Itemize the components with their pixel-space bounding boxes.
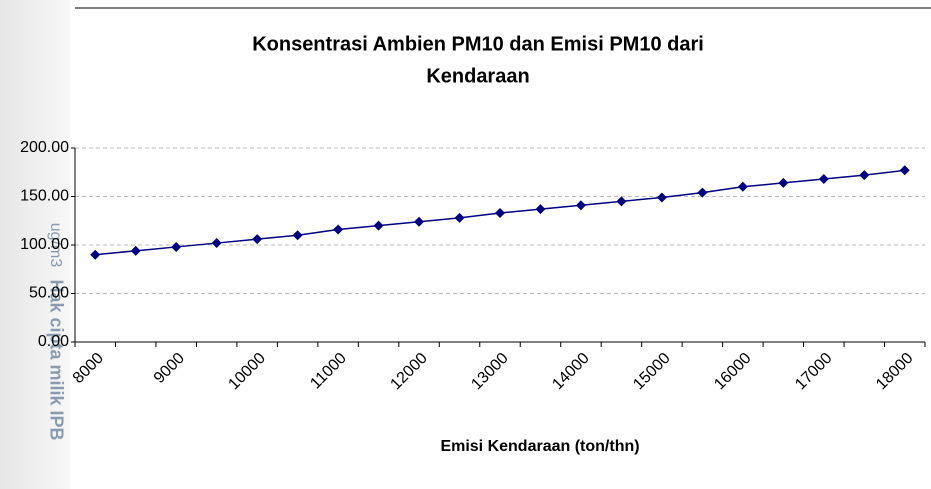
y-tick-label: 50.00	[29, 285, 69, 302]
marker	[697, 187, 708, 198]
marker	[454, 212, 465, 223]
y-tick-label: 100.00	[20, 236, 69, 253]
chart-title: Kendaraan	[426, 65, 529, 87]
x-tick-label: 9000	[151, 350, 188, 387]
watermark-strip	[0, 0, 70, 489]
marker	[130, 245, 141, 256]
y-tick-label: 0.00	[38, 333, 69, 350]
x-tick-label: 16000	[711, 350, 755, 394]
marker	[90, 249, 101, 260]
marker	[535, 204, 546, 215]
marker	[899, 165, 910, 176]
watermark: Hak cipta milik IPB	[46, 279, 66, 440]
marker	[373, 220, 384, 231]
x-tick-label: 12000	[387, 350, 431, 394]
marker	[818, 174, 829, 185]
marker	[333, 224, 344, 235]
marker	[495, 207, 505, 218]
x-axis-label: Emisi Kendaraan (ton/thn)	[440, 438, 639, 455]
marker	[737, 181, 748, 192]
y-tick-label: 200.00	[20, 139, 69, 156]
x-tick-label: 17000	[792, 350, 836, 394]
marker	[171, 241, 182, 252]
x-tick-label: 14000	[549, 350, 593, 394]
x-tick-label: 10000	[225, 350, 269, 394]
x-tick-label: 18000	[873, 350, 917, 394]
marker	[414, 216, 425, 227]
marker	[778, 177, 789, 188]
x-tick-label: 13000	[468, 350, 512, 394]
marker	[292, 230, 303, 241]
marker	[616, 196, 627, 207]
chart-title: Konsentrasi Ambien PM10 dan Emisi PM10 d…	[252, 33, 704, 55]
y-tick-label: 150.00	[20, 188, 69, 205]
marker	[252, 234, 263, 245]
marker	[575, 200, 586, 211]
marker	[211, 238, 222, 249]
marker	[656, 192, 667, 203]
x-tick-label: 11000	[307, 350, 350, 393]
x-tick-label: 15000	[630, 350, 674, 394]
x-tick-label: 8000	[70, 350, 107, 387]
y-axis-label: ug/m3	[47, 223, 64, 268]
marker	[859, 170, 870, 181]
